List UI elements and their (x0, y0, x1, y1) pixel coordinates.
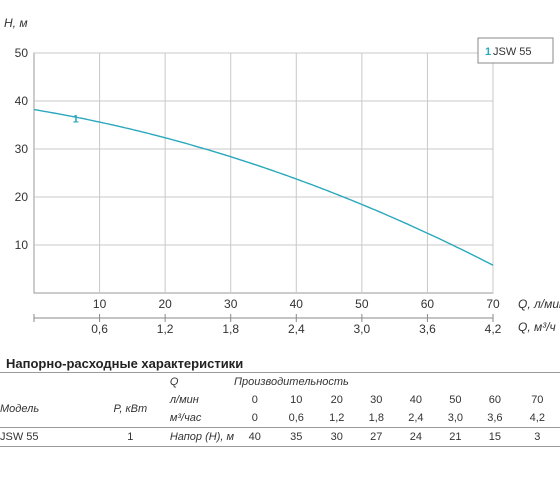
m3h-row: м³/час 0 0,6 1,2 1,8 2,4 3,0 3,6 4,2 (0, 409, 560, 428)
y-tick-label: 30 (15, 142, 29, 156)
x2-tick-label: 2,4 (288, 322, 305, 336)
lmin-cell: 60 (488, 394, 502, 406)
legend-box (477, 37, 554, 64)
y-tick-label: 50 (15, 46, 29, 60)
power-cell: 1 (90, 427, 170, 447)
head-cell: 21 (435, 427, 476, 447)
lmin-label: л/мин (169, 394, 199, 406)
x-tick-label: 30 (224, 297, 238, 311)
legend: 1 JSW 55 (477, 37, 554, 64)
table-header-row: Q Производительность (0, 372, 560, 391)
performance-table: Q Производительность Модель P, кВт л/мин… (0, 372, 560, 447)
m3h-cell: 1,2 (329, 412, 345, 424)
head-cell: 3 (514, 427, 560, 447)
x2-tick-label: 1,2 (157, 322, 174, 336)
q-header: Q (169, 372, 235, 391)
y-tick-label: 40 (15, 94, 29, 108)
m3h-label: м³/час (169, 412, 202, 424)
lmin-row: Модель P, кВт л/мин 0 10 20 30 40 50 60 … (0, 391, 560, 415)
lmin-cell: 40 (409, 394, 422, 406)
lmin-cell: 70 (531, 394, 544, 406)
head-cell: 30 (316, 427, 357, 447)
head-cell: 27 (356, 427, 397, 447)
head-cell: 40 (234, 427, 276, 447)
model-column-header: Модель (0, 403, 40, 415)
legend-series-number: 1 (485, 46, 491, 58)
x-tick-label: 40 (290, 297, 304, 311)
x2-axis-title: Q, м³/ч (518, 320, 556, 334)
x-tick-label: 10 (93, 297, 107, 311)
m3h-cell: 0 (251, 412, 258, 424)
m3h-cell: 3,6 (487, 412, 503, 424)
m3h-cell: 2,4 (408, 412, 424, 424)
power-column-header: P, кВт (113, 403, 148, 415)
head-cell: 15 (475, 427, 515, 447)
lmin-cell: 50 (449, 394, 462, 406)
x-axis-title: Q, л/мин (518, 297, 560, 311)
y-tick-label: 10 (15, 238, 29, 252)
m3h-cell: 1,8 (368, 412, 384, 424)
m3h-cell: 0,6 (288, 412, 304, 424)
m3h-cell: 4,2 (529, 412, 545, 424)
head-cell: 35 (275, 427, 317, 447)
x-tick-label: 60 (421, 297, 435, 311)
x2-tick-label: 1,8 (222, 322, 239, 336)
head-label: Напор (Н), м (169, 427, 235, 447)
lmin-cell: 10 (290, 394, 303, 406)
head-cell: 24 (396, 427, 436, 447)
series-line (33, 108, 494, 266)
legend-series-name: JSW 55 (493, 46, 532, 58)
x-tick-label: 20 (158, 297, 172, 311)
lmin-cell: 20 (330, 394, 343, 406)
x2-tick-label: 0,6 (91, 322, 108, 336)
x-tick-label: 50 (355, 297, 369, 311)
x2-tick-label: 3,0 (354, 322, 371, 336)
x-tick-label: 70 (486, 297, 500, 311)
model-data-row: JSW 55 1 Напор (Н), м 40 35 30 27 24 21 … (0, 427, 560, 447)
axis-ticks: 10 20 30 40 50 10 20 30 40 50 60 70 0,6 1,2 1,8 2,4 3,0 3… (15, 46, 502, 336)
m3h-cell: 3,0 (447, 412, 464, 424)
lmin-cell: 30 (370, 394, 383, 406)
plot-frame (33, 52, 494, 294)
model-cell: JSW 55 (0, 427, 91, 447)
pump-curve-chart: 10 20 30 40 50 10 20 30 40 50 60 70 0,6 1,2 1,8 2,4 3,0 3… (4, 16, 560, 336)
series-layer: 1 (33, 108, 494, 266)
x2-tick-label: 4,2 (485, 322, 502, 336)
lmin-cell: 0 (251, 394, 258, 406)
table-title: Напорно-расходные характеристики (6, 356, 244, 371)
y-axis-title: H, м (4, 16, 28, 30)
y-tick-label: 20 (15, 190, 29, 204)
performance-header: Производительность (234, 372, 476, 391)
series-label: 1 (73, 113, 79, 125)
grid (33, 52, 494, 294)
x2-tick-label: 3,6 (419, 322, 436, 336)
